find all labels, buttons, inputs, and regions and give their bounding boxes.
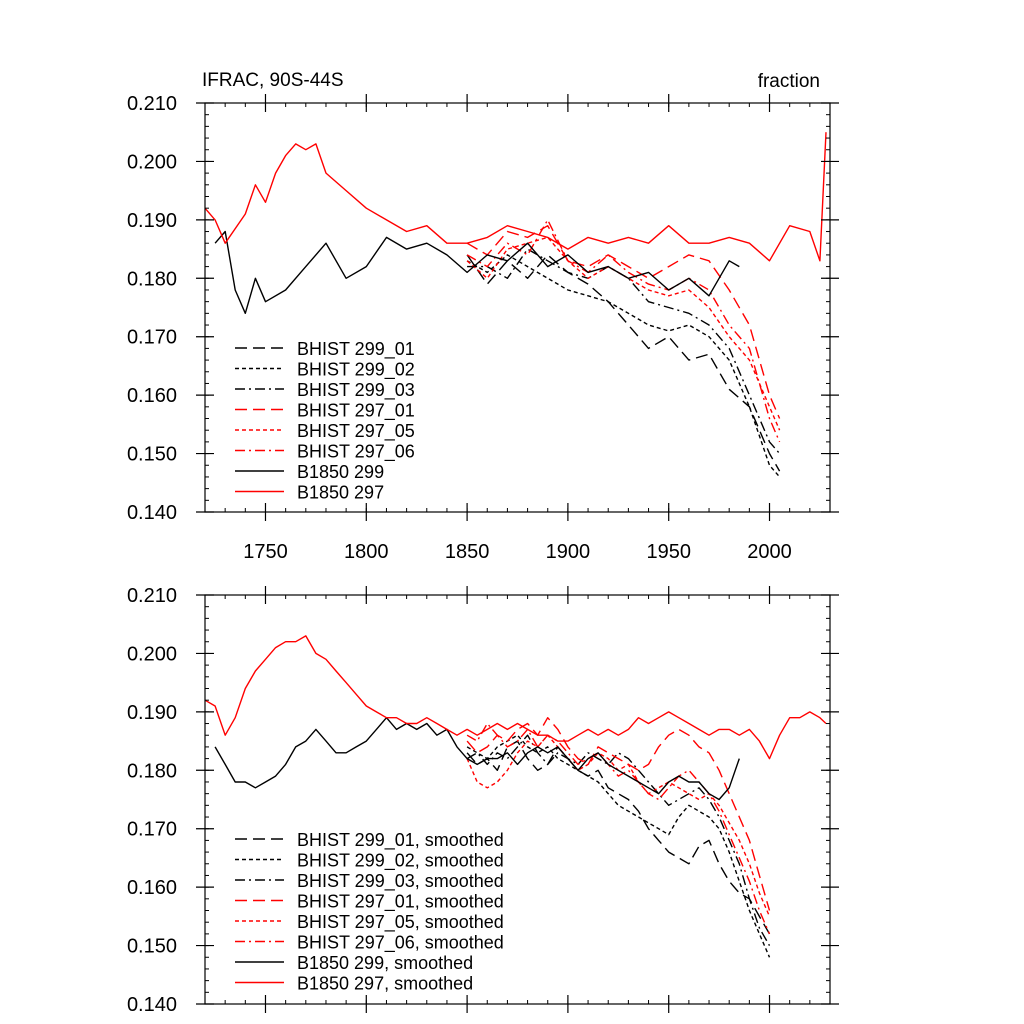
y-tick-label: 0.140 — [127, 994, 177, 1016]
legend-label: BHIST 297_01, smoothed — [297, 892, 504, 913]
legend-label: B1850 299, smoothed — [297, 953, 473, 973]
legend-label: B1850 299 — [297, 462, 384, 482]
y-tick-label: 0.190 — [127, 702, 177, 724]
series-line-bhist-297-06 — [466, 219, 781, 443]
legend-label: BHIST 299_01 — [297, 339, 415, 360]
series-line-bhist-297-01 — [466, 225, 781, 419]
legend-label: BHIST 297_05 — [297, 421, 415, 442]
y-tick-label: 0.200 — [127, 151, 177, 173]
units-label: fraction — [758, 71, 820, 92]
series-line-bhist-297-05-smoothed — [466, 734, 771, 917]
legend-label: B1850 297, smoothed — [297, 974, 473, 994]
legend-label: BHIST 297_01 — [297, 401, 415, 422]
legend-label: B1850 297 — [297, 483, 384, 503]
y-tick-label: 0.160 — [127, 385, 177, 407]
y-tick-label: 0.210 — [127, 585, 177, 607]
legend-label: BHIST 297_05, smoothed — [297, 912, 504, 933]
bottom-panel: 0.140 0.150 0.160 0.170 0.180 0.190 0.200 0.210… — [127, 585, 839, 1016]
series-line-bhist-297-01-smoothed — [466, 717, 771, 911]
series-line-b1850-297-smoothed — [204, 635, 827, 760]
top-panel: 0.140 0.150 0.160 0.170 0.180 0.190 0.200 0.210… — [127, 70, 839, 563]
legend-label: BHIST 299_01, smoothed — [297, 830, 504, 851]
y-tick-label: 0.150 — [127, 936, 177, 958]
y-tick-label: 0.210 — [127, 93, 177, 115]
y-tick-label: 0.150 — [127, 444, 177, 466]
series-line-bhist-299-02-smoothed — [466, 734, 771, 958]
legend-label: BHIST 297_06 — [297, 442, 415, 463]
plot-frame — [204, 102, 831, 513]
legend-label: BHIST 299_03, smoothed — [297, 871, 504, 892]
series-line-b1850-299-smoothed — [214, 717, 740, 801]
series-line-bhist-297-06-smoothed — [466, 722, 771, 935]
y-tick-label: 0.180 — [127, 760, 177, 782]
legend-label: BHIST 299_02, smoothed — [297, 851, 504, 872]
chart-title: IFRAC, 90S-44S — [202, 70, 344, 91]
series-line-b1850-297 — [204, 132, 827, 262]
series-line-bhist-299-02 — [466, 254, 781, 478]
x-tick-label: 1900 — [546, 541, 591, 563]
legend-label: BHIST 299_02 — [297, 360, 415, 381]
x-tick-label: 2000 — [747, 541, 792, 563]
x-tick-label: 1800 — [344, 541, 389, 563]
plot-frame — [204, 594, 831, 1005]
y-tick-label: 0.160 — [127, 877, 177, 899]
series-line-bhist-297-05 — [466, 236, 781, 431]
legend-label: BHIST 299_03 — [297, 380, 415, 401]
series-line-bhist-299-03-smoothed — [466, 734, 771, 946]
x-tick-label: 1850 — [445, 541, 490, 563]
x-tick-label: 1950 — [646, 541, 691, 563]
series-line-bhist-299-01 — [466, 254, 781, 472]
y-tick-label: 0.170 — [127, 819, 177, 841]
series-line-bhist-299-03 — [467, 248, 781, 455]
y-tick-label: 0.190 — [127, 210, 177, 232]
y-tick-label: 0.140 — [127, 502, 177, 524]
x-tick-label: 1750 — [243, 541, 288, 563]
y-tick-label: 0.170 — [127, 327, 177, 349]
y-tick-label: 0.200 — [127, 643, 177, 665]
legend-label: BHIST 297_06, smoothed — [297, 933, 504, 954]
y-tick-label: 0.180 — [127, 268, 177, 290]
series-line-b1850-299 — [214, 230, 740, 314]
